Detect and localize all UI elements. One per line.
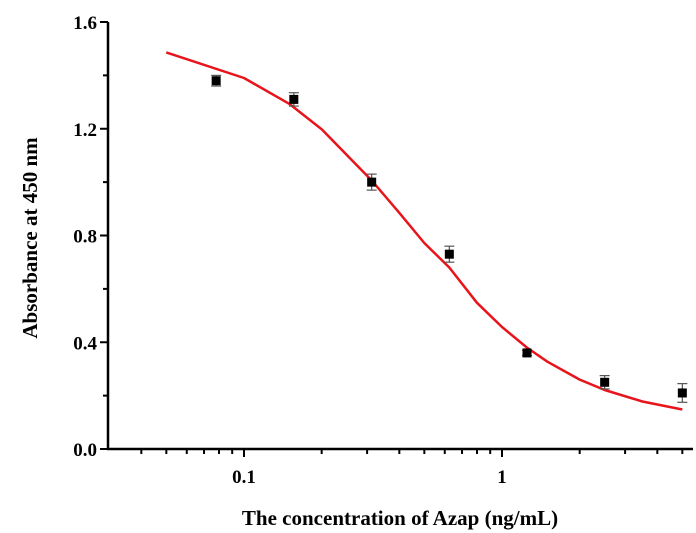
data-point [367,177,377,187]
axes: 0.0 0.4 0.8 1.2 1.6 0.1 1 [73,13,693,488]
data-point [444,249,454,259]
y-tick-label: 1.2 [73,120,97,141]
data-point [289,94,299,104]
data-point [600,377,610,387]
x-tick-label: 1 [497,467,507,488]
data-point [677,388,687,398]
data-points-layer [211,74,688,403]
fit-curve [165,51,683,411]
data-point [211,76,221,86]
y-tick-label: 1.6 [73,13,97,34]
data-point [522,348,532,358]
x-axis-label: The concentration of Azap (ng/mL) [242,506,558,530]
fit-curve-layer [165,51,683,411]
y-tick-label: 0.4 [73,333,97,354]
y-tick-label: 0.8 [73,227,97,248]
y-axis-label: Absorbance at 450 nm [18,137,42,339]
y-tick-label: 0.0 [73,440,97,461]
x-tick-label: 0.1 [232,467,256,488]
